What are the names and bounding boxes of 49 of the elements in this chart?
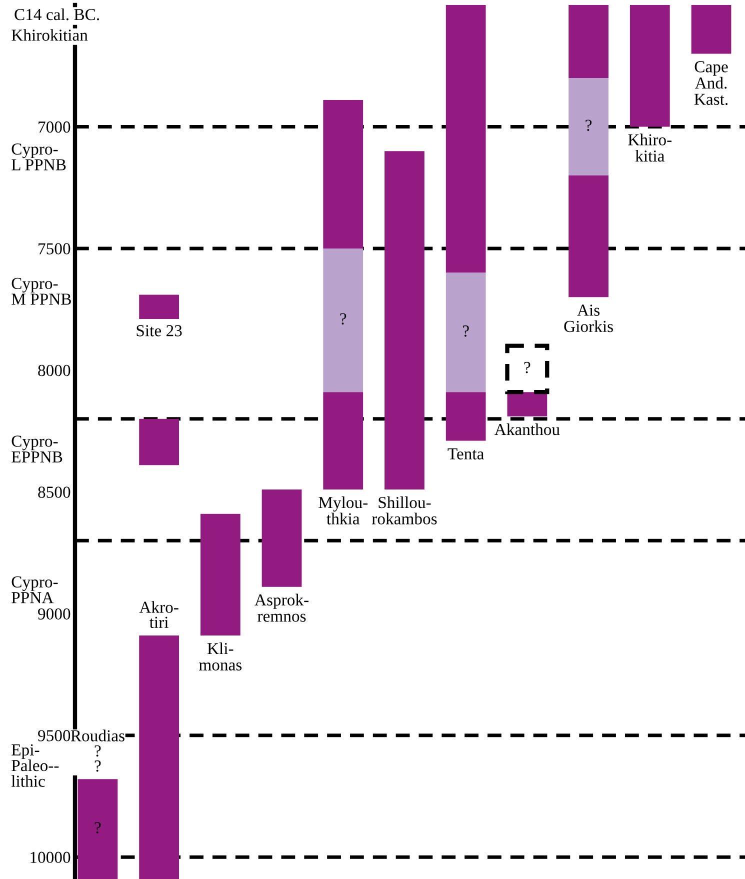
y-tick-label: 7000 (38, 121, 70, 133)
x-tick-label: Mylou- thkia (318, 496, 368, 524)
text: Cypro- L PPNB (12, 143, 66, 170)
bar (323, 100, 364, 248)
text: Cypro- M PPNB (12, 278, 71, 305)
y-tick-label: 8500 (38, 486, 70, 498)
x-tick-label: Roudias ? ? (70, 730, 124, 772)
y-tick-label: 9500 (38, 730, 70, 742)
bar (568, 78, 608, 176)
x-tick-label: Asprok- remnos (254, 594, 308, 622)
bar (384, 151, 424, 490)
data-label: ? (340, 313, 346, 325)
x-tick-label: Khiro- kitia (628, 134, 672, 162)
data-label: ? (462, 325, 469, 337)
bar (568, 5, 608, 78)
text: Cypro- EPPNB (12, 436, 62, 462)
x-tick-label: Akro- tiri (139, 601, 178, 628)
bar (323, 248, 364, 392)
text: Cypro- PPNA (12, 576, 58, 604)
bar (262, 489, 302, 587)
y-tick-label: 10000 (30, 852, 70, 864)
y-tick-label: 7500 (38, 243, 70, 254)
bar (568, 175, 608, 298)
data-label: Site 23 (136, 325, 182, 336)
x-tick-label: Akanthou (494, 423, 560, 436)
data-label: ? (94, 822, 101, 834)
data-label: ? (586, 120, 592, 131)
y-axis-title: C14 cal. BC. (14, 8, 100, 20)
x-tick-label: Cape And. Kast. (694, 61, 728, 105)
bar (691, 5, 732, 54)
y-tick-label: 8000 (38, 364, 70, 376)
x-tick-label: Shillou- rokambos (372, 496, 437, 524)
annotation: Khirokitian (12, 29, 88, 41)
text: Epi- Paleo-- lithic (11, 744, 59, 787)
x-tick-label: Kli- monas (199, 642, 242, 670)
bar (78, 779, 118, 879)
bar (630, 5, 670, 127)
y-tick-label: 9000 (38, 608, 70, 620)
bar (446, 5, 486, 273)
bar (139, 418, 179, 466)
data-label: ? (524, 362, 530, 374)
bar (200, 514, 240, 636)
bar (139, 294, 179, 320)
bar (446, 392, 486, 441)
bar (446, 272, 486, 392)
bar (323, 392, 364, 490)
x-tick-label: Tenta (448, 448, 484, 460)
bar (139, 636, 179, 879)
x-tick-label: Ais Giorkis (564, 304, 613, 332)
